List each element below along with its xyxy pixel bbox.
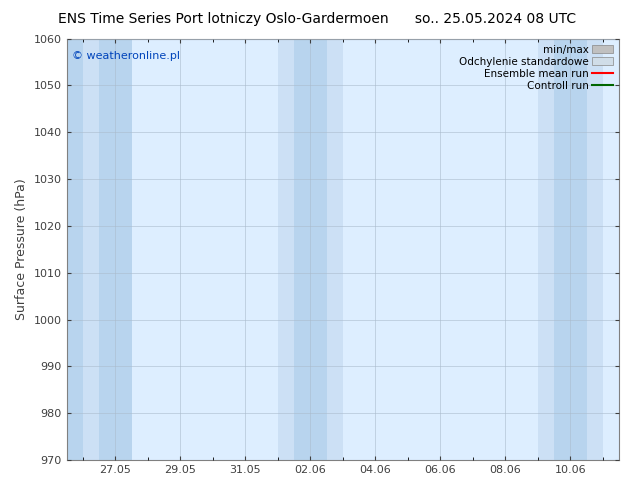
Bar [67, 39, 83, 460]
Legend: min/max, Odchylenie standardowe, Ensemble mean run, Controll run: min/max, Odchylenie standardowe, Ensembl… [458, 44, 614, 92]
Bar [294, 39, 327, 460]
Y-axis label: Surface Pressure (hPa): Surface Pressure (hPa) [15, 178, 28, 320]
Bar [327, 39, 343, 460]
Bar [99, 39, 131, 460]
Bar [554, 39, 586, 460]
Text: ENS Time Series Port lotniczy Oslo-Gardermoen      so.. 25.05.2024 08 UTC: ENS Time Series Port lotniczy Oslo-Garde… [58, 12, 576, 26]
Text: © weatheronline.pl: © weatheronline.pl [72, 51, 180, 61]
Bar [586, 39, 603, 460]
Bar [538, 39, 554, 460]
Bar [83, 39, 99, 460]
Bar [278, 39, 294, 460]
